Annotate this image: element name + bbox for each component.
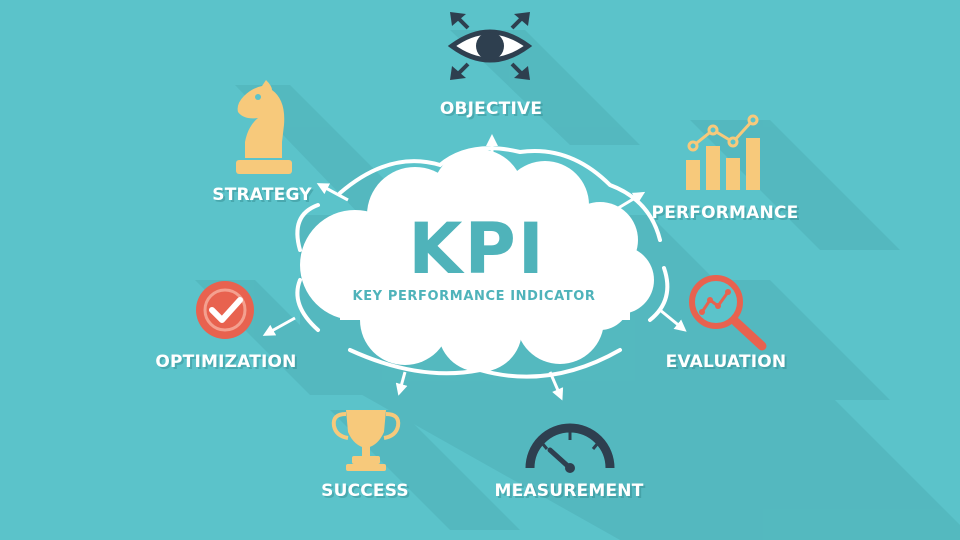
gauge-icon [525,423,615,473]
trophy-icon [331,410,401,471]
arrow-measurement [548,371,564,401]
kpi-cloud [295,146,670,379]
bar-chart-trend-icon [686,114,760,190]
magnifier-chart-icon [689,275,767,351]
kpi-title: KPI [408,208,546,290]
chess-knight-icon [236,80,292,174]
kpi-subtitle: KEY PERFORMANCE INDICATOR [352,289,596,304]
label-measurement: MEASUREMENT [494,481,644,501]
eye-with-arrows-icon [447,12,533,80]
label-evaluation: EVALUATION [665,352,787,372]
arrow-success [395,371,408,396]
label-objective: OBJECTIVE [439,99,543,119]
connector-arrows [262,134,687,401]
arrow-performance [614,191,646,212]
label-strategy: STRATEGY [212,185,312,205]
label-success: SUCCESS [321,481,409,501]
check-badge-icon [196,281,254,339]
arrow-strategy [316,183,349,202]
arrow-evaluation [659,308,687,332]
arrow-optimization [262,316,296,336]
label-performance: PERFORMANCE [651,203,799,223]
label-optimization: OPTIMIZATION [155,352,297,372]
